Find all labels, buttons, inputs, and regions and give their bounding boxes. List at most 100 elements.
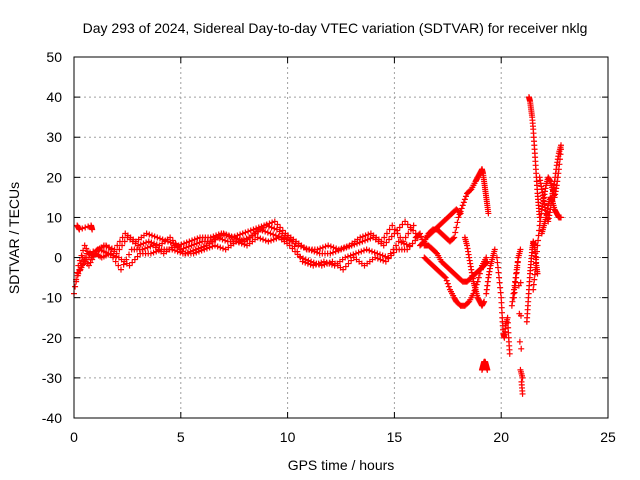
data-point [181, 240, 188, 247]
data-point [268, 224, 275, 231]
data-point [330, 244, 337, 251]
data-point [504, 319, 511, 326]
data-point [147, 250, 154, 257]
data-point [255, 224, 262, 231]
data-point [531, 271, 538, 278]
data-point [100, 242, 107, 249]
data-point [145, 238, 152, 245]
data-point [237, 231, 244, 238]
data-point [345, 260, 352, 267]
data-point [496, 279, 503, 286]
data-point [223, 232, 230, 239]
data-point [460, 199, 467, 206]
data-point [365, 231, 372, 238]
data-point [153, 241, 160, 248]
data-point [558, 214, 565, 221]
data-point [271, 218, 278, 225]
data-point [317, 245, 324, 252]
data-point [190, 250, 197, 257]
data-point [451, 234, 458, 241]
data-point [172, 241, 179, 248]
data-point [87, 259, 94, 266]
data-point [77, 266, 84, 273]
data-point [534, 242, 541, 249]
data-point [402, 218, 409, 225]
data-point [242, 229, 249, 236]
y-tick-label: 50 [46, 49, 62, 65]
series-spikes [74, 222, 96, 233]
data-point [196, 239, 203, 246]
data-point [420, 239, 427, 246]
series-s17d [423, 206, 464, 241]
data-point [270, 236, 277, 243]
data-point [233, 238, 240, 245]
data-point [144, 244, 151, 251]
data-point [167, 239, 174, 246]
data-point [388, 252, 395, 259]
data-point [391, 226, 398, 233]
data-point [193, 240, 200, 247]
data-point [264, 229, 271, 236]
data-point [382, 253, 389, 260]
data-point [119, 234, 126, 241]
data-point [81, 242, 88, 249]
data-point [453, 224, 460, 231]
data-point [302, 256, 309, 263]
data-point [289, 245, 296, 252]
data-point [356, 239, 363, 246]
data-point [530, 281, 537, 288]
data-point [89, 226, 96, 233]
data-point [114, 242, 121, 249]
data-point [516, 338, 523, 345]
data-point [178, 241, 185, 248]
data-point [342, 263, 349, 270]
series-s18 [461, 234, 488, 309]
data-point [270, 231, 277, 238]
data-point [406, 243, 413, 250]
data-point [494, 259, 501, 266]
data-point [170, 240, 177, 247]
data-point [519, 374, 526, 381]
data-point [558, 142, 565, 149]
data-point [188, 242, 195, 249]
data-point [211, 242, 218, 249]
data-point [374, 250, 381, 257]
data-point [343, 243, 350, 250]
data-point [135, 242, 142, 249]
data-point [357, 234, 364, 241]
y-tick-label: -20 [42, 330, 62, 346]
data-point [515, 282, 522, 289]
data-point [333, 245, 340, 252]
data-point [388, 233, 395, 240]
data-point [344, 253, 351, 260]
data-point [402, 234, 409, 241]
data-point [533, 248, 540, 255]
data-point [112, 258, 119, 265]
data-point [76, 226, 83, 233]
data-point [495, 269, 502, 276]
data-point [519, 390, 526, 397]
data-point [156, 235, 163, 242]
data-point [257, 235, 264, 242]
data-point [150, 249, 157, 256]
data-point [226, 233, 233, 240]
y-tick-label: -10 [42, 290, 62, 306]
data-point [222, 237, 229, 244]
y-tick-label: 40 [46, 89, 62, 105]
data-point [219, 236, 226, 243]
data-point [506, 350, 513, 357]
data-point [267, 230, 274, 237]
data-point [405, 230, 412, 237]
data-point [383, 230, 390, 237]
data-point [381, 234, 388, 241]
data-point [193, 249, 200, 256]
data-point [218, 230, 225, 237]
data-point [497, 289, 504, 296]
data-point [397, 234, 404, 241]
data-point [494, 264, 501, 271]
data-point [240, 236, 247, 243]
data-point [262, 237, 269, 244]
data-point [273, 235, 280, 242]
x-tick-label: 5 [177, 429, 185, 445]
data-point [214, 243, 221, 250]
